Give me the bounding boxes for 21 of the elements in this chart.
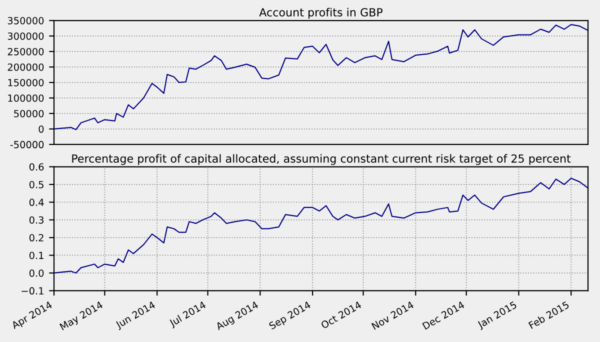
y-tick-label: 300000 — [8, 32, 44, 40]
y-tick-label: 100000 — [8, 94, 44, 102]
line-series — [54, 24, 588, 130]
y-tick-label: 0.2 — [29, 234, 44, 242]
y-tick-label: 350000 — [8, 17, 44, 24]
y-tick-label: 50000 — [14, 110, 44, 118]
y-tick-label: 250000 — [8, 48, 44, 56]
chart-title: Account profits in GBP — [259, 8, 383, 19]
y-tick-label: 0.0 — [29, 269, 44, 277]
y-tick-label: -50000 — [10, 140, 44, 148]
line-series — [54, 178, 588, 274]
y-tick-label: −0.1 — [22, 287, 44, 295]
chart-title: Percentage profit of capital allocated, assuming constant current risk target of 25 percent — [72, 154, 571, 165]
y-tick-label: 0.6 — [29, 163, 44, 171]
y-tick-label: 0.5 — [29, 180, 44, 188]
y-tick-label: 0.3 — [29, 216, 44, 224]
y-tick-label: 0 — [38, 125, 44, 133]
y-tick-label: 200000 — [8, 63, 44, 71]
y-tick-label: 0.1 — [29, 252, 44, 260]
y-tick-label: 0.4 — [29, 198, 44, 206]
y-tick-label: 150000 — [8, 78, 44, 86]
